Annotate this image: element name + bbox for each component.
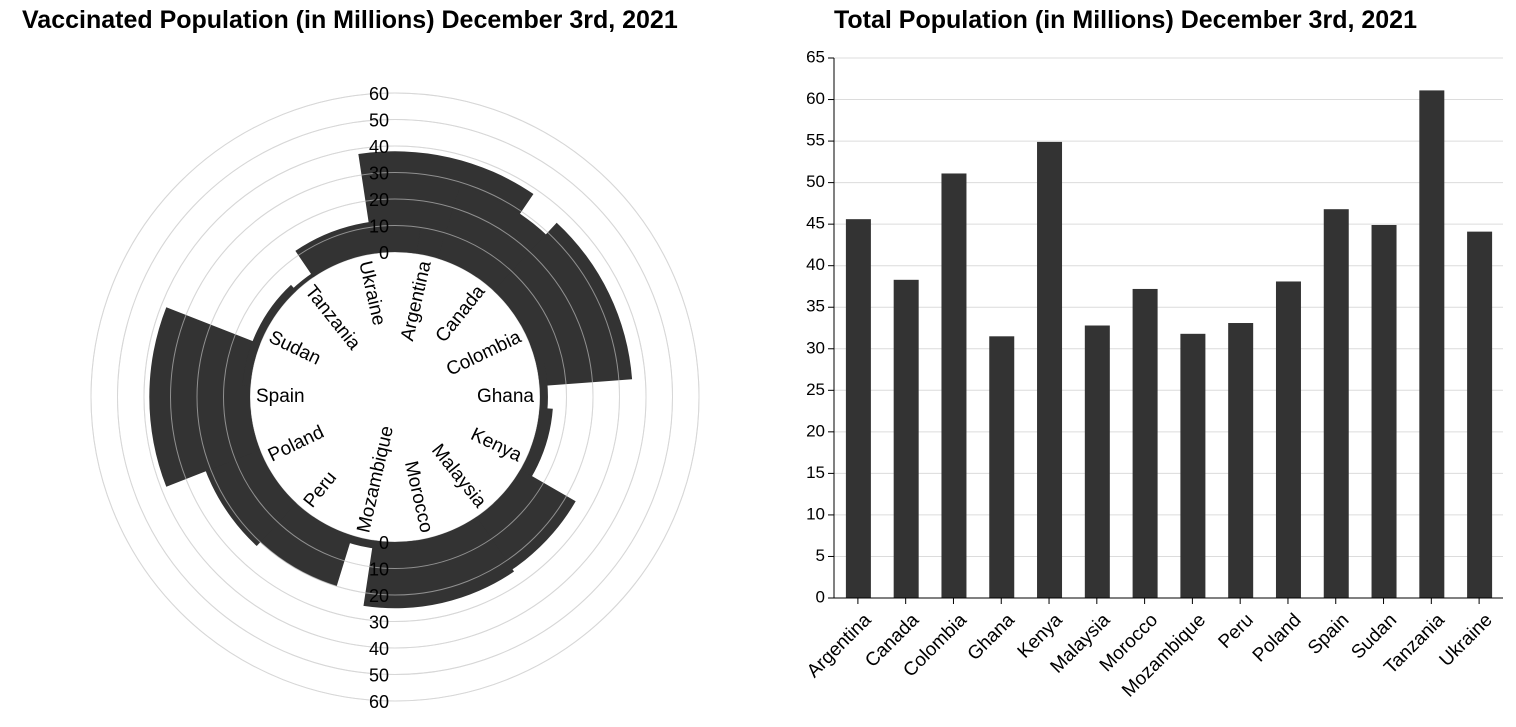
radial-category-label-morocco: Morocco	[400, 459, 437, 535]
radial-tick-label: 50	[369, 111, 389, 131]
radial-overlay	[90, 92, 700, 702]
bar-kenya	[1037, 141, 1063, 598]
radial-category-label-spain: Spain	[256, 386, 305, 407]
radial-tick-label: 40	[369, 639, 389, 659]
bar-x-tick-label-poland: Poland	[1249, 610, 1306, 667]
radial-tick-label: 60	[369, 692, 389, 712]
bar-tanzania	[1419, 90, 1445, 599]
bar-y-tick-label: 65	[806, 47, 825, 66]
bar-y-tick-label: 0	[816, 587, 825, 606]
bar-y-tick-label: 30	[806, 338, 825, 357]
radial-bar-ukraine	[295, 220, 422, 278]
bar-y-tick-label: 55	[806, 131, 825, 150]
bar-grid	[834, 57, 1503, 599]
radial-tick-label: 20	[369, 190, 389, 210]
bar-y-tick-label: 40	[806, 255, 825, 274]
bar-bars	[845, 90, 1493, 599]
radial-category-label-kenya: Kenya	[467, 424, 525, 466]
bar-x-tick-label-ukraine: Ukraine	[1436, 610, 1497, 671]
radial-grid-overlay	[196, 198, 594, 596]
bar-x-tick-label-mozambique: Mozambique	[1118, 610, 1210, 702]
bar-poland	[1275, 281, 1301, 598]
bar-y-tick-label: 35	[806, 297, 825, 316]
bar-peru	[1228, 323, 1254, 598]
bar-x-tick-label-spain: Spain	[1304, 610, 1353, 659]
bar-mozambique	[1180, 333, 1206, 598]
radial-tick-label: 0	[379, 243, 389, 263]
bar-y-tick-label: 25	[806, 380, 825, 399]
bar-x-tick-label-argentina: Argentina	[803, 609, 876, 682]
radial-chart-title: Vaccinated Population (in Millions) Dece…	[22, 6, 678, 34]
radial-category-label-mozambique: Mozambique	[353, 424, 398, 535]
radial-category-label-sudan: Sudan	[265, 327, 324, 370]
bar-sudan	[1371, 224, 1397, 598]
bar-y-tick-label: 60	[806, 89, 825, 108]
bar-ukraine	[1467, 231, 1493, 598]
bar-argentina	[845, 219, 871, 598]
bar-canada	[893, 279, 919, 598]
radial-grid-overlay	[117, 119, 673, 675]
radial-tick-label: 10	[369, 217, 389, 237]
bar-spain	[1323, 209, 1349, 598]
bar-y-tick-label: 45	[806, 214, 825, 233]
radial-tick-label: 30	[369, 613, 389, 633]
radial-category-label-poland: Poland	[265, 422, 327, 467]
bar-y-tick-label: 20	[806, 421, 825, 440]
bar-colombia	[941, 173, 967, 598]
bar-chart-title: Total Population (in Millions) December …	[834, 6, 1417, 34]
radial-tick-label: 20	[369, 586, 389, 606]
radial-grid-overlay	[223, 225, 567, 569]
radial-tick-label: 60	[369, 84, 389, 104]
radial-category-label-peru: Peru	[300, 467, 341, 511]
radial-category-label-argentina: Argentina	[397, 259, 436, 343]
radial-grid-overlay	[90, 92, 700, 702]
bar-y-tick-label: 50	[806, 172, 825, 191]
radial-grid-overlay	[170, 172, 620, 622]
bar-y-tick-label: 15	[806, 463, 825, 482]
radial-tick-label: 50	[369, 666, 389, 686]
bar-y-tick-label: 5	[816, 546, 825, 565]
radial-tick-label: 10	[369, 560, 389, 580]
radial-bar-kenya	[493, 407, 553, 514]
radial-tick-label: 0	[379, 533, 389, 553]
radial-tick-label: 40	[369, 137, 389, 157]
bar-y-tick-label: 10	[806, 504, 825, 523]
radial-category-label-malaysia: Malaysia	[427, 440, 490, 512]
bar-x-tick-label-peru: Peru	[1215, 610, 1258, 653]
bar-malaysia	[1084, 325, 1110, 598]
bar-morocco	[1132, 288, 1158, 598]
radial-chart: 0 0 10 10 20 20 30 30 40 40 50 50 60 60 ArgentinaCanad…	[90, 84, 700, 712]
radial-bar-spain	[149, 307, 261, 487]
bar-x-tick-label-ghana: Ghana	[964, 609, 1019, 664]
radial-category-label-ghana: Ghana	[477, 386, 534, 407]
bar-chart: 05101520253035404550556065ArgentinaCanad…	[803, 47, 1503, 702]
radial-bars	[149, 151, 633, 609]
radial-grid-overlay	[143, 145, 647, 649]
bar-ghana	[989, 336, 1015, 598]
radial-category-label-canada: Canada	[432, 281, 490, 346]
radial-bar-colombia	[493, 222, 633, 387]
radial-tick-label: 30	[369, 164, 389, 184]
radial-category-label-ukraine: Ukraine	[354, 259, 389, 328]
